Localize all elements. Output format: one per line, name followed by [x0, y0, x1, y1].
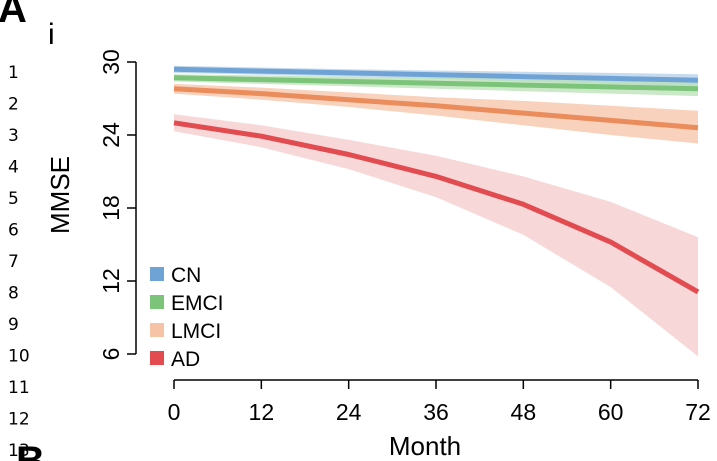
line-number: 8	[8, 284, 19, 304]
line-number: 9	[8, 315, 19, 335]
legend-swatch-cn	[150, 267, 164, 281]
confidence-bands	[174, 65, 698, 357]
y-tick-label: 18	[98, 195, 124, 221]
series-line-cn	[173, 66, 699, 83]
y-tick-label: 12	[98, 268, 124, 294]
line-number: 4	[8, 158, 19, 178]
panel-letter-b: B	[16, 439, 45, 461]
y-tick-label: 24	[98, 122, 124, 148]
line-number: 1	[8, 63, 19, 83]
y-tick-label: 6	[98, 348, 124, 361]
y-tick-label: 30	[98, 49, 124, 75]
x-tick-label: 36	[423, 399, 449, 425]
line-number: 2	[8, 95, 19, 115]
line-number: 10	[8, 347, 30, 367]
line-number: 13	[8, 441, 30, 461]
series-line-emci	[173, 75, 699, 92]
legend-label-emci: EMCI	[171, 292, 224, 315]
line-number: 3	[8, 126, 19, 146]
sub-panel-label: i	[48, 18, 55, 51]
x-tick-label: 48	[511, 399, 537, 425]
axes: 0 12 24 36 48 60 72 6 12 18 24 30	[98, 49, 711, 425]
line-number: 12	[8, 410, 30, 430]
legend-swatch-ad	[150, 351, 164, 365]
legend-swatch-lmci	[150, 323, 164, 337]
legend-label-lmci: LMCI	[171, 320, 221, 343]
x-tick-label: 0	[168, 399, 181, 425]
x-axis-title: Month	[389, 431, 461, 461]
legend: CN EMCI LMCI AD	[150, 264, 224, 371]
panel-letter-a: A	[0, 0, 27, 31]
x-tick-label: 12	[249, 399, 275, 425]
legend-swatch-emci	[150, 295, 164, 309]
line-number: 5	[8, 189, 19, 209]
legend-label-cn: CN	[171, 264, 201, 287]
series-line-ad	[173, 120, 700, 295]
series-line-lmci	[173, 86, 699, 131]
legend-label-ad: AD	[171, 348, 200, 371]
band-ad	[174, 114, 698, 357]
x-tick-label: 72	[685, 399, 711, 425]
series-lines	[173, 66, 700, 295]
x-tick-label: 24	[336, 399, 362, 425]
line-number: 7	[8, 252, 19, 272]
y-axis-title: MMSE	[45, 156, 75, 234]
line-number: 6	[8, 221, 19, 241]
x-tick-label: 60	[598, 399, 624, 425]
line-number: 11	[8, 378, 30, 398]
